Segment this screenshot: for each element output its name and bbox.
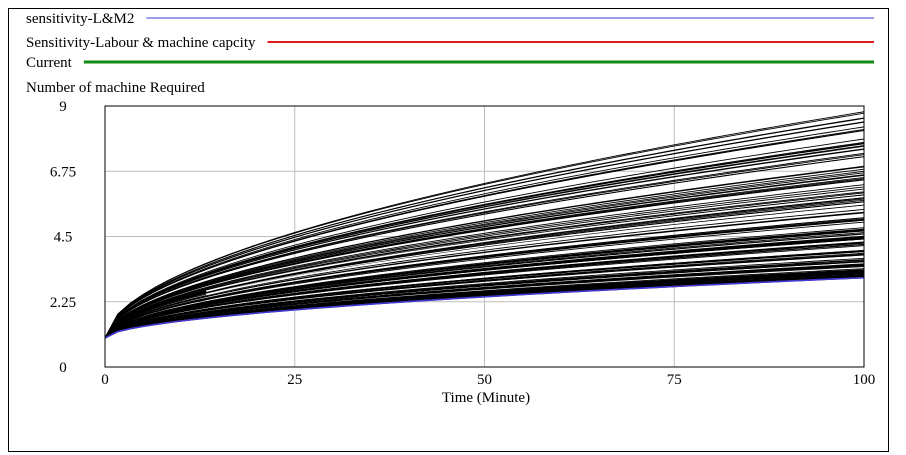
- legend: sensitivity-L&M2 Sensitivity-Labour & mac…: [26, 11, 874, 71]
- y-tick-label: 6.75: [50, 164, 76, 180]
- x-tick-label: 0: [101, 372, 109, 388]
- legend-label: Sensitivity-Labour & machine capcity: [26, 35, 256, 51]
- y-tick-label: 4.5: [54, 230, 73, 246]
- y-tick-label: 2.25: [50, 295, 76, 311]
- y-tick-label: 9: [59, 99, 67, 115]
- legend-label: Current: [26, 55, 73, 71]
- x-tick-label: 75: [667, 372, 682, 388]
- x-axis-label: Time (Minute): [442, 390, 530, 406]
- x-tick-label: 50: [477, 372, 492, 388]
- legend-label: sensitivity-L&M2: [26, 11, 134, 27]
- chart-title: Number of machine Required: [26, 80, 205, 96]
- y-tick-label: 0: [59, 360, 67, 376]
- x-tick-label: 100: [853, 372, 876, 388]
- x-tick-label: 25: [287, 372, 302, 388]
